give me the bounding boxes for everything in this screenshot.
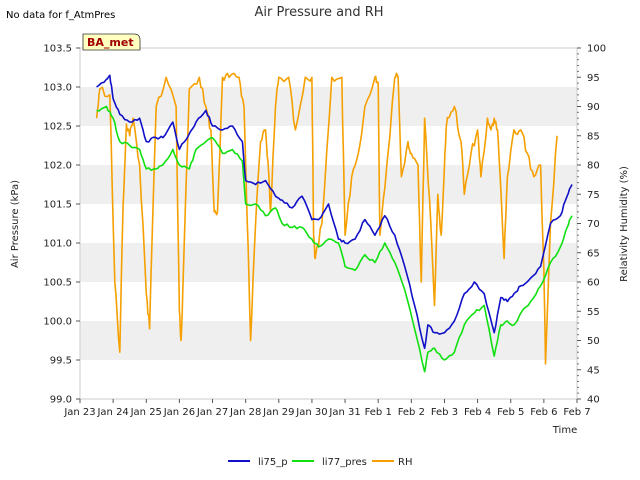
x-tick-label: Feb 6 (530, 407, 557, 418)
x-tick-label: Feb 3 (431, 407, 458, 418)
station-badge-label: BA_met (87, 36, 134, 49)
y-right-tick-label: 40 (587, 395, 600, 406)
x-tick-label: Jan 25 (130, 407, 162, 418)
y-axis-right: 40 45 50 55 60 65 70 75 80 85 90 95 100 (577, 44, 606, 406)
y-axis-title: Air Pressure (kPa) (10, 180, 21, 268)
x-tick-label: Feb 4 (464, 407, 491, 418)
chart-title: Air Pressure and RH (254, 5, 383, 20)
y-tick-label: 101.0 (43, 239, 72, 250)
y-tick-label: 99.0 (50, 395, 72, 406)
series-layer (95, 72, 573, 373)
y-right-tick-label: 75 (587, 190, 600, 201)
y-right-tick-label: 65 (587, 248, 600, 259)
y-tick-label: 101.5 (43, 200, 72, 211)
x-tick-label: Jan 23 (63, 407, 95, 418)
y-tick-label: 103.0 (43, 83, 72, 94)
y-right-tick-label: 95 (587, 73, 600, 84)
no-data-note: No data for f_AtmPres (6, 10, 115, 21)
y-right-tick-label: 50 (587, 336, 600, 347)
y-tick-label: 103.5 (43, 44, 72, 55)
y-right-tick-label: 45 (587, 365, 600, 376)
x-tick-label: Jan 28 (229, 407, 261, 418)
background-band (80, 321, 577, 360)
y-right-tick-label: 90 (587, 102, 600, 113)
legend-label-rh: RH (398, 457, 412, 468)
station-badge: BA_met (82, 33, 141, 51)
x-tick-label: Feb 1 (365, 407, 392, 418)
x-tick-label: Feb 2 (398, 407, 425, 418)
y-right-tick-label: 55 (587, 307, 600, 318)
legend-label-li77-pres: li77_pres (322, 457, 367, 468)
background-band (80, 165, 577, 204)
y-tick-label: 100.5 (43, 278, 72, 289)
y-tick-label: 102.0 (43, 161, 72, 172)
legend: li75_p li77_pres RH (228, 457, 412, 468)
y-right-tick-label: 60 (587, 278, 600, 289)
y-axis-right-title: Relativity Humidity (%) (619, 166, 630, 282)
y-right-tick-label: 80 (587, 161, 600, 172)
x-tick-label: Jan 26 (163, 407, 195, 418)
y-right-tick-label: 100 (587, 44, 606, 55)
x-axis: Jan 23 Jan 24 Jan 25 Jan 26 Jan 27 Jan 28 Jan … (63, 399, 591, 418)
y-tick-label: 100.0 (43, 317, 72, 328)
series-line-li75-p (96, 74, 573, 350)
y-tick-label: 99.5 (50, 356, 72, 367)
background-bands (80, 87, 577, 360)
legend-label-li75-p: li75_p (258, 457, 288, 468)
x-tick-label: Jan 24 (96, 407, 128, 418)
station-badge-box (82, 33, 141, 51)
x-tick-label: Jan 27 (196, 407, 228, 418)
y-right-tick-label: 70 (587, 219, 600, 230)
y-right-tick-label: 85 (587, 131, 600, 142)
x-axis-title: Time (552, 425, 577, 436)
y-axis-left: 99.0 99.5 100.0 100.5 101.0 101.5 102.0 102.5 10… (43, 44, 80, 406)
x-tick-label: Jan 30 (295, 407, 327, 418)
x-tick-label: Feb 7 (563, 407, 590, 418)
x-tick-label: Jan 29 (262, 407, 294, 418)
series-line-li77-pres (96, 105, 573, 373)
x-tick-label: Feb 5 (497, 407, 524, 418)
background-band (80, 243, 577, 282)
y-tick-label: 102.5 (43, 122, 72, 133)
x-tick-label: Jan 31 (328, 407, 360, 418)
